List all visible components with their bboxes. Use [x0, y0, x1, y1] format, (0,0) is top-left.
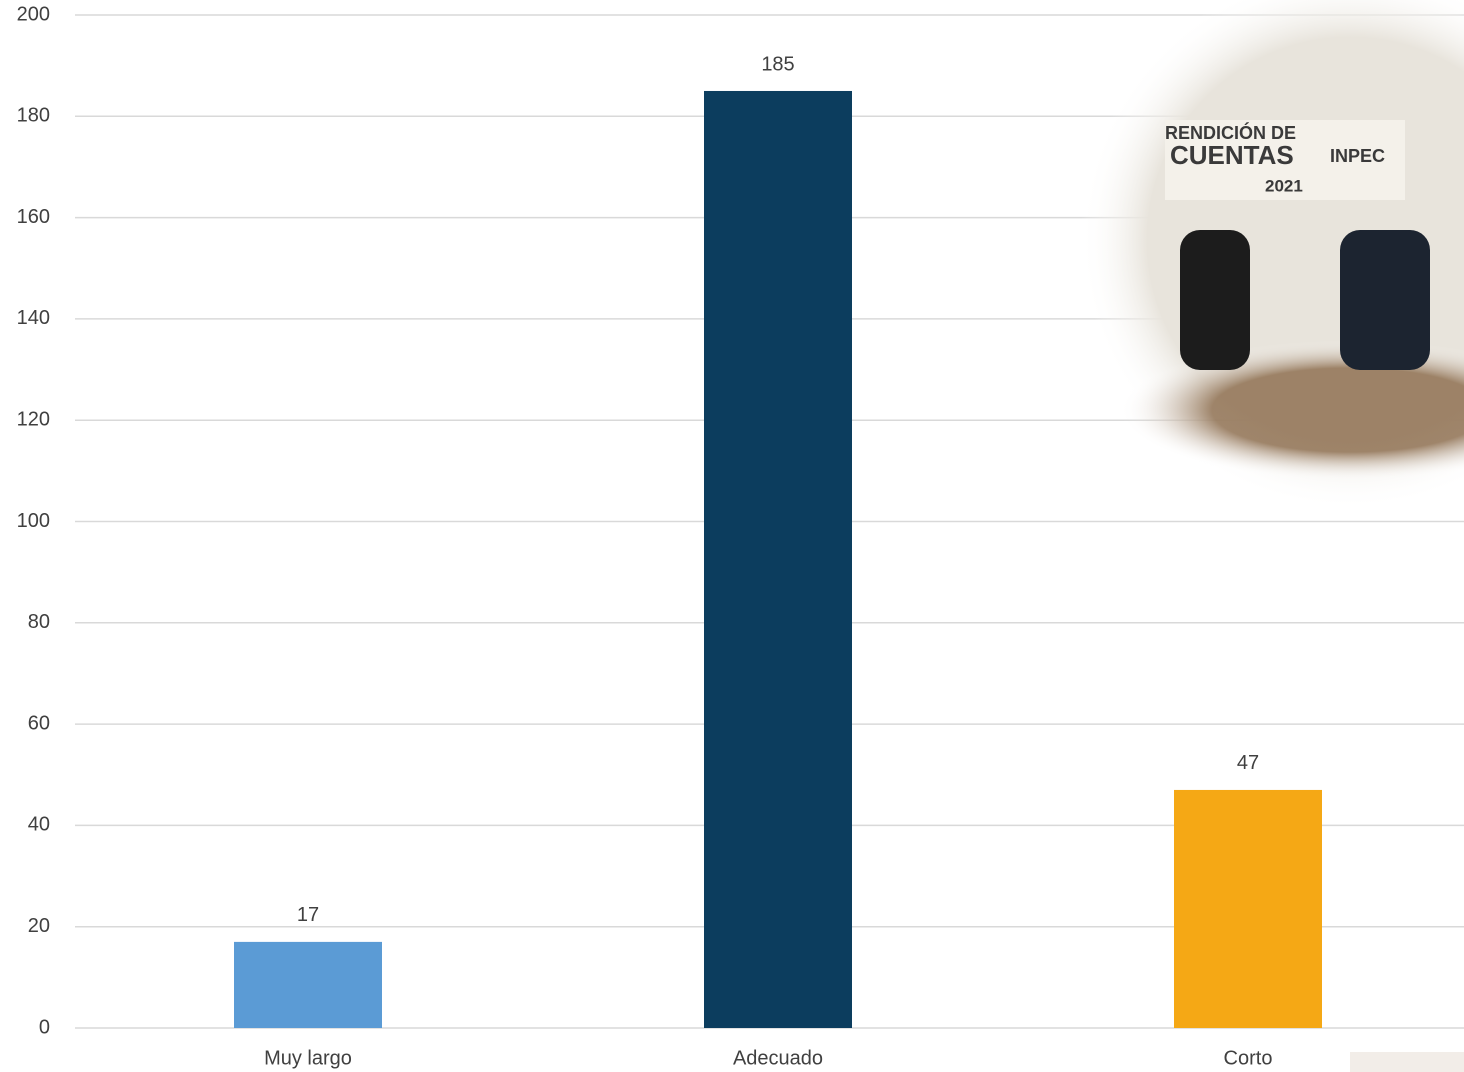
- photo-text: CUENTAS: [1170, 140, 1294, 170]
- photo-banner: [1165, 120, 1405, 200]
- bar: [704, 90, 852, 1029]
- photo: RENDICIÓN DE CUENTAS INPEC 2021: [1080, 0, 1464, 510]
- y-tick-label: 200: [17, 3, 50, 25]
- x-tick-label: Muy largo: [264, 1047, 352, 1069]
- y-tick-label: 0: [39, 1016, 50, 1038]
- bar: [234, 941, 382, 1028]
- y-tick-label: 180: [17, 105, 50, 127]
- y-tick-label: 100: [17, 510, 50, 532]
- y-tick-label: 160: [17, 206, 50, 228]
- x-tick-label: Adecuado: [733, 1047, 823, 1069]
- photo-person: [1340, 230, 1430, 370]
- value-label: 185: [761, 53, 794, 75]
- y-tick-label: 80: [28, 611, 50, 633]
- y-tick-label: 140: [17, 307, 50, 329]
- y-tick-label: 120: [17, 408, 50, 430]
- y-tick-label: 60: [28, 712, 50, 734]
- photo-text: INPEC: [1330, 146, 1385, 166]
- value-label: 17: [297, 904, 319, 926]
- photo-text: RENDICIÓN DE: [1165, 122, 1296, 143]
- value-label: 47: [1237, 752, 1259, 774]
- photo-person: [1180, 230, 1250, 370]
- thumbnail: [1350, 1052, 1464, 1072]
- x-tick-label: Corto: [1224, 1047, 1273, 1069]
- y-tick-label: 40: [28, 814, 50, 836]
- photo-text: 2021: [1265, 176, 1303, 195]
- bar: [1174, 789, 1322, 1028]
- photo-floor: [1120, 340, 1464, 480]
- y-tick-label: 20: [28, 915, 50, 937]
